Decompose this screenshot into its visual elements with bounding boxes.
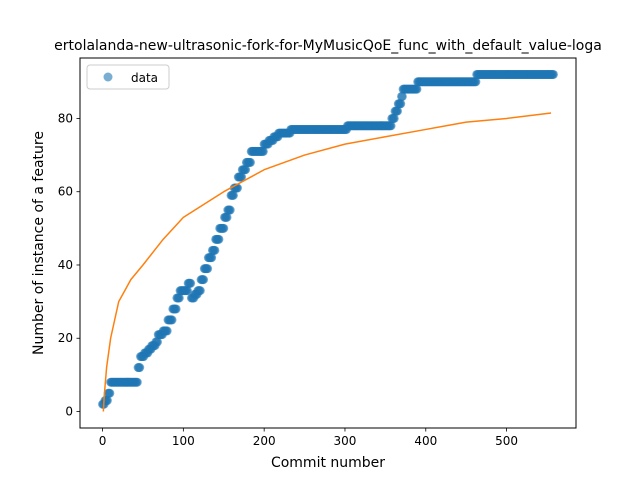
fit-line — [102, 112, 552, 412]
data-point — [386, 121, 396, 131]
data-point — [105, 388, 115, 398]
data-point — [135, 363, 145, 373]
x-tick-label: 500 — [495, 434, 518, 448]
data-point — [203, 264, 213, 274]
data-point — [397, 91, 407, 101]
legend-box — [86, 64, 170, 90]
legend-label-data: data — [131, 71, 158, 85]
data-point — [182, 286, 192, 296]
x-tick-label: 100 — [172, 434, 195, 448]
data-point — [241, 165, 251, 175]
data-point — [219, 223, 229, 233]
data-point — [195, 286, 205, 296]
legend: data — [86, 64, 170, 90]
y-tick-label: 60 — [58, 185, 73, 199]
data-point — [396, 99, 406, 109]
data-point — [102, 396, 112, 406]
data-point — [167, 315, 177, 325]
data-point — [392, 106, 402, 116]
data-point — [412, 84, 422, 94]
data-point — [186, 278, 196, 288]
data-point — [245, 157, 255, 167]
data-point — [152, 337, 162, 347]
data-point — [132, 377, 142, 387]
x-tick-label: 0 — [99, 434, 107, 448]
chart-title: ertolalanda-new-ultrasonic-fork-for-MyMu… — [54, 38, 602, 54]
data-point — [471, 77, 481, 87]
x-tick-label: 300 — [334, 434, 357, 448]
legend-marker-data — [103, 72, 113, 82]
y-tick-label: 40 — [58, 258, 73, 272]
y-tick-label: 20 — [58, 331, 73, 345]
x-axis-label: Commit number — [271, 455, 385, 471]
data-point — [207, 253, 217, 263]
x-tick-label: 200 — [253, 434, 276, 448]
data-point — [174, 293, 184, 303]
y-axis-label: Number of instance of a feature — [31, 131, 47, 355]
y-tick-label: 80 — [58, 111, 73, 125]
plot-frame — [79, 57, 577, 429]
data-point — [222, 212, 232, 222]
data-point — [225, 205, 235, 215]
y-tick-label: 0 — [65, 405, 73, 419]
data-point — [171, 304, 181, 314]
data-point — [228, 190, 238, 200]
data-point — [237, 172, 247, 182]
data-point — [389, 113, 399, 123]
data-point — [258, 146, 268, 156]
chart-marks — [98, 69, 558, 412]
data-point — [548, 69, 558, 79]
axis-ticks: 0 100 200 300 400 500 0 20 40 60 80 — [58, 111, 518, 448]
data-point — [162, 326, 172, 336]
data-point — [210, 245, 220, 255]
x-tick-label: 400 — [414, 434, 437, 448]
data-point — [199, 275, 209, 285]
data-point — [214, 234, 224, 244]
